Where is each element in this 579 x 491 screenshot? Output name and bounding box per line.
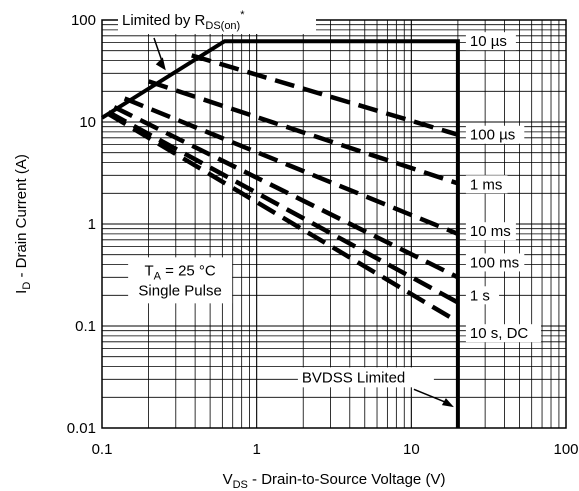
x-tick-label: 100 xyxy=(553,441,578,458)
x-tick-labels: 0.1 1 10 100 xyxy=(92,441,579,458)
series-group xyxy=(107,53,460,324)
bvdss-label: BVDSS Limited xyxy=(302,369,405,386)
y-axis-label: ID - Drain Current (A) xyxy=(13,154,33,294)
rds-limit-label: Limited by RDS(on)* xyxy=(122,9,245,32)
curve-label: 10 s, DC xyxy=(470,325,529,342)
curve-label-bg xyxy=(465,286,500,305)
bvdss-arrowhead xyxy=(441,398,454,408)
x-tick-label: 10 xyxy=(403,441,420,458)
curve-label-bg xyxy=(465,32,516,51)
boundary-line xyxy=(100,39,460,428)
curve-label-bg xyxy=(465,253,525,272)
curve-label: 100 µs xyxy=(470,127,515,144)
bvdss-label-bg xyxy=(297,367,434,388)
curve-label: 1 s xyxy=(470,287,490,304)
curve-label: 10 ms xyxy=(470,223,511,240)
soa-curve xyxy=(107,111,460,324)
y-tick-label: 0.01 xyxy=(67,420,96,437)
curve-label: 100 ms xyxy=(470,254,519,271)
rds-label-bg xyxy=(118,10,316,34)
soa-curve xyxy=(113,105,459,280)
curve-labels: 10 µs 100 µs 1 ms 10 ms 100 ms 1 s 10 s, DC xyxy=(465,32,542,343)
curve-label-bg xyxy=(465,222,516,241)
curve-label: 1 ms xyxy=(470,176,503,193)
y-tick-label: 100 xyxy=(71,12,96,29)
single-pulse-label: Single Pulse xyxy=(138,282,221,299)
x-tick-label: 1 xyxy=(252,441,260,458)
y-tick-label: 10 xyxy=(79,114,96,131)
soa-boundary xyxy=(100,39,460,428)
rds-arrowhead xyxy=(155,57,166,71)
temperature-label: TA = 25 °C xyxy=(144,262,215,282)
soa-curve xyxy=(123,96,459,236)
plot-frame xyxy=(101,19,567,429)
curve-label-bg xyxy=(465,175,508,194)
curve-label-bg xyxy=(465,125,525,144)
temperature-label-bg xyxy=(128,257,233,304)
soa-curve xyxy=(147,79,459,186)
bvdss-arrow xyxy=(413,388,449,404)
x-axis-label: VDS - Drain-to-Source Voltage (V) xyxy=(223,471,446,491)
soa-curve xyxy=(107,110,459,305)
curve-label: 10 µs xyxy=(470,33,507,50)
curve-label-bg xyxy=(465,324,542,343)
y-tick-label: 0.1 xyxy=(75,318,96,335)
y-tick-label: 1 xyxy=(88,216,96,233)
x-tick-label: 0.1 xyxy=(92,441,113,458)
y-tick-labels: 0.01 0.1 1 10 100 xyxy=(67,12,96,437)
soa-curve xyxy=(191,53,459,137)
